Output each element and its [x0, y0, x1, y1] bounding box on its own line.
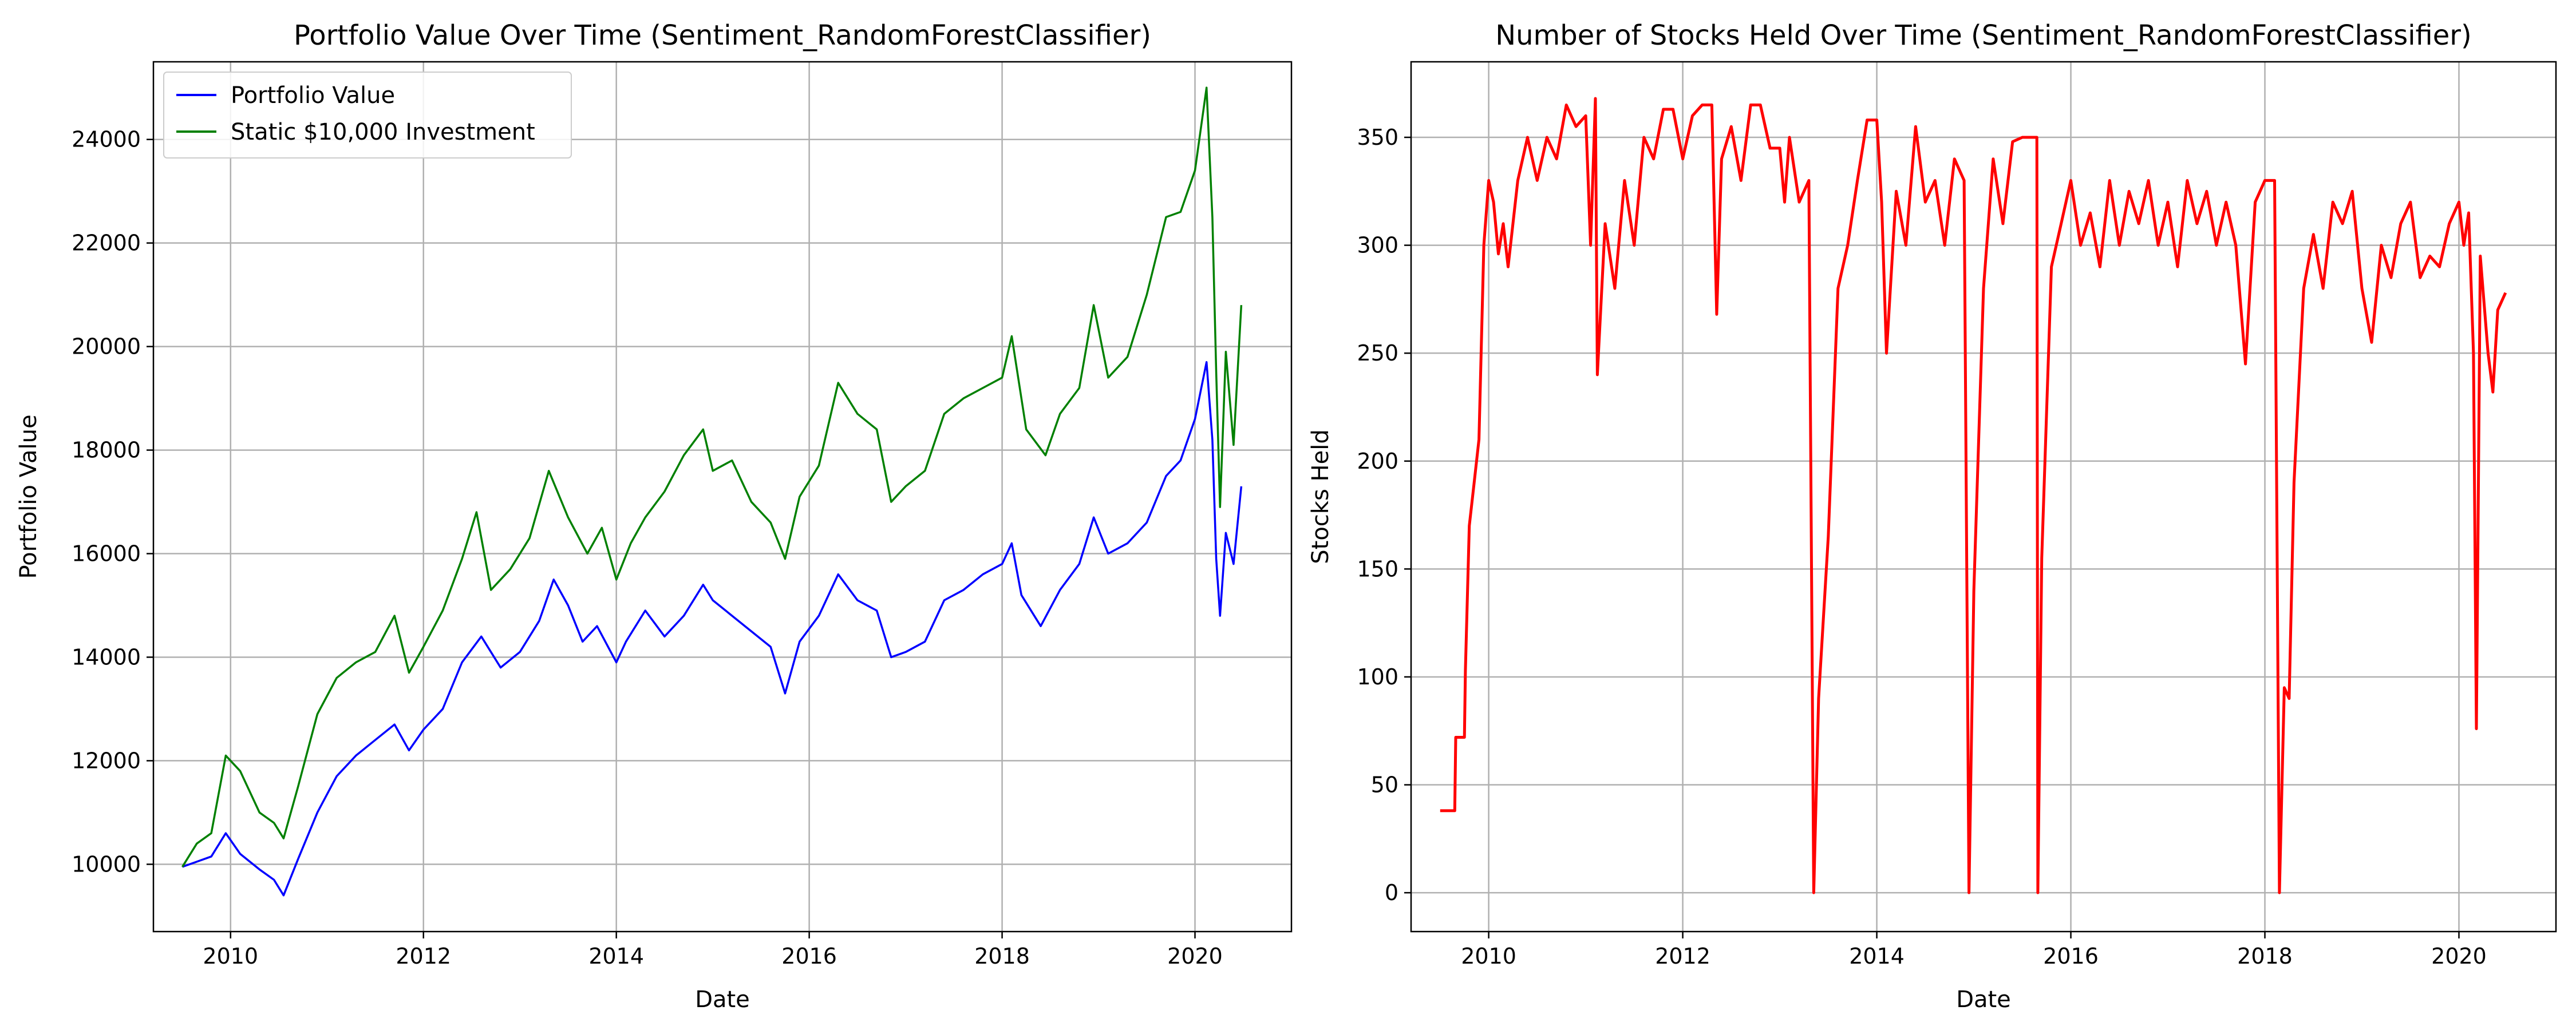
x-tick-label: 2020	[2431, 944, 2487, 969]
y-tick-label: 20000	[72, 334, 141, 359]
y-tick-label: 18000	[72, 438, 141, 463]
y-tick-label: 24000	[72, 127, 141, 152]
grid-lines	[153, 62, 1291, 932]
y-tick-label: 50	[1371, 772, 1398, 798]
x-tick-label: 2010	[1461, 944, 1516, 969]
x-tick-label: 2010	[203, 944, 258, 969]
y-tick-label: 16000	[72, 541, 141, 566]
x-axis-label: Date	[695, 987, 750, 1013]
x-tick-label: 2012	[1655, 944, 1710, 969]
series-lines	[181, 86, 1243, 897]
x-tick-label: 2014	[1849, 944, 1905, 969]
chart-title: Number of Stocks Held Over Time (Sentime…	[1495, 19, 2472, 52]
x-tick-label: 2016	[781, 944, 837, 969]
y-axis-label: Stocks Held	[1307, 429, 1334, 564]
legend-label-portfolio-value: Portfolio Value	[231, 82, 395, 109]
series-line-stocks-held	[1440, 97, 2507, 894]
tick-labels: 2010 2012 2014 2016 2018 2020 10000 12000 14000 1…	[72, 127, 1223, 969]
y-tick-label: 22000	[72, 231, 141, 256]
chart-title: Portfolio Value Over Time (Sentiment_Ran…	[294, 19, 1151, 52]
tick-labels: 2010 2012 2014 2016 2018 2020 0 50 100 150 200 250 3…	[1357, 125, 2486, 969]
y-tick-label: 150	[1357, 556, 1398, 581]
legend: Portfolio Value Static $10,000 Investmen…	[163, 72, 572, 159]
axes-frame	[152, 61, 1293, 933]
x-tick-label: 2020	[1167, 944, 1223, 969]
y-tick-label: 350	[1357, 125, 1398, 150]
x-tick-label: 2018	[974, 944, 1030, 969]
x-tick-label: 2014	[588, 944, 644, 969]
y-tick-label: 12000	[72, 748, 141, 773]
series-line-static-10-000-investment	[181, 86, 1243, 867]
x-tick-label: 2016	[2043, 944, 2099, 969]
y-tick-label: 100	[1357, 664, 1398, 690]
grid-lines	[1411, 62, 2556, 932]
y-tick-label: 10000	[72, 851, 141, 877]
y-tick-label: 300	[1357, 233, 1398, 258]
y-tick-label: 0	[1385, 880, 1398, 905]
portfolio-value-chart: Portfolio Value Over Time (Sentiment_Ran…	[15, 19, 1293, 1013]
legend-box	[163, 72, 572, 159]
legend-label-static-investment: Static $10,000 Investment	[231, 119, 535, 145]
y-tick-label: 200	[1357, 449, 1398, 474]
x-axis-label: Date	[1956, 987, 2011, 1013]
axes-frame	[1410, 61, 2557, 933]
series-lines	[1440, 97, 2507, 894]
x-tick-label: 2018	[2237, 944, 2293, 969]
x-tick-label: 2012	[396, 944, 451, 969]
stocks-held-chart: Number of Stocks Held Over Time (Sentime…	[1307, 19, 2557, 1013]
y-tick-label: 250	[1357, 340, 1398, 366]
y-tick-label: 14000	[72, 644, 141, 670]
y-axis-label: Portfolio Value	[15, 414, 42, 579]
series-line-portfolio-value	[181, 361, 1243, 897]
